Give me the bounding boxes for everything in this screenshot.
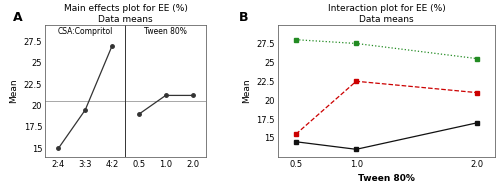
Y-axis label: Mean: Mean: [242, 78, 251, 103]
Title: Main effects plot for EE (%)
Data means: Main effects plot for EE (%) Data means: [64, 4, 188, 24]
4:2: [293, 39, 299, 41]
Text: B: B: [238, 11, 248, 24]
Text: A: A: [13, 11, 22, 24]
4:2: [474, 57, 480, 60]
Line: 3:3: 3:3: [294, 80, 478, 136]
Line: 4:2: 4:2: [294, 38, 478, 60]
Title: Interaction plot for EE (%)
Data means: Interaction plot for EE (%) Data means: [328, 4, 446, 24]
3:3: [293, 133, 299, 135]
3:3: [474, 91, 480, 94]
Text: CSA:Compritol: CSA:Compritol: [58, 27, 113, 36]
2:4: [474, 122, 480, 124]
X-axis label: Tween 80%: Tween 80%: [358, 174, 415, 183]
Line: 2:4: 2:4: [294, 121, 478, 151]
Text: Tween 80%: Tween 80%: [144, 27, 187, 36]
Y-axis label: Mean: Mean: [9, 78, 18, 103]
3:3: [353, 80, 359, 82]
4:2: [353, 42, 359, 45]
2:4: [353, 148, 359, 150]
2:4: [293, 141, 299, 143]
